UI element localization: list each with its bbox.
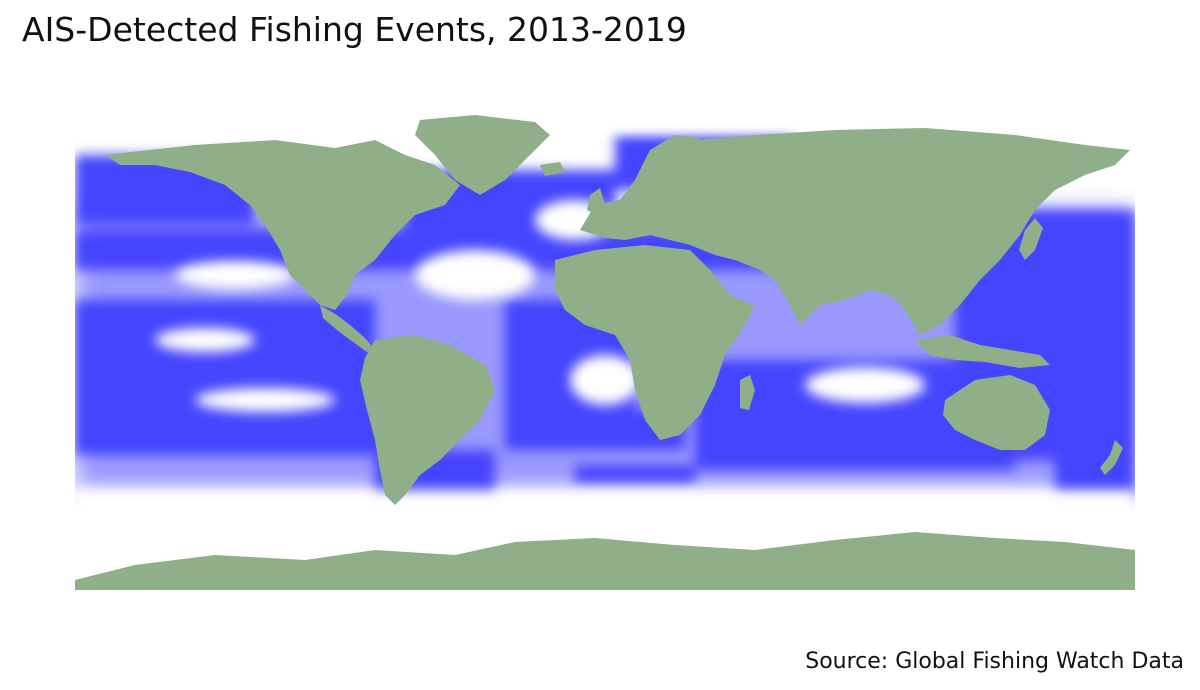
north-america	[105, 140, 460, 310]
iceland	[540, 162, 565, 176]
world-fishing-map	[75, 110, 1135, 590]
scandinavia	[635, 135, 700, 195]
gap-south-atlantic	[570, 355, 640, 405]
antarctica	[75, 532, 1135, 590]
japan	[1019, 218, 1043, 260]
maritime-southeast-asia	[915, 335, 1050, 368]
map-title: AIS-Detected Fishing Events, 2013-2019	[22, 10, 687, 49]
british-isles	[587, 188, 605, 215]
africa	[555, 245, 755, 440]
gap-sargasso	[415, 250, 535, 300]
south-america	[360, 335, 495, 505]
australia	[943, 375, 1050, 450]
gap-south-pacific	[195, 388, 335, 412]
gap-north-pacific-gyre	[175, 261, 295, 289]
gap-arctic	[75, 110, 1135, 135]
central-america	[320, 305, 375, 352]
landmasses	[75, 115, 1135, 590]
eurasia	[580, 128, 1130, 335]
greenland	[415, 115, 550, 195]
new-zealand	[1100, 440, 1123, 475]
gap-equatorial-pacific	[155, 328, 255, 352]
source-caption: Source: Global Fishing Watch Data	[805, 649, 1184, 674]
gap-indian-ocean	[805, 367, 925, 403]
madagascar	[740, 375, 755, 410]
